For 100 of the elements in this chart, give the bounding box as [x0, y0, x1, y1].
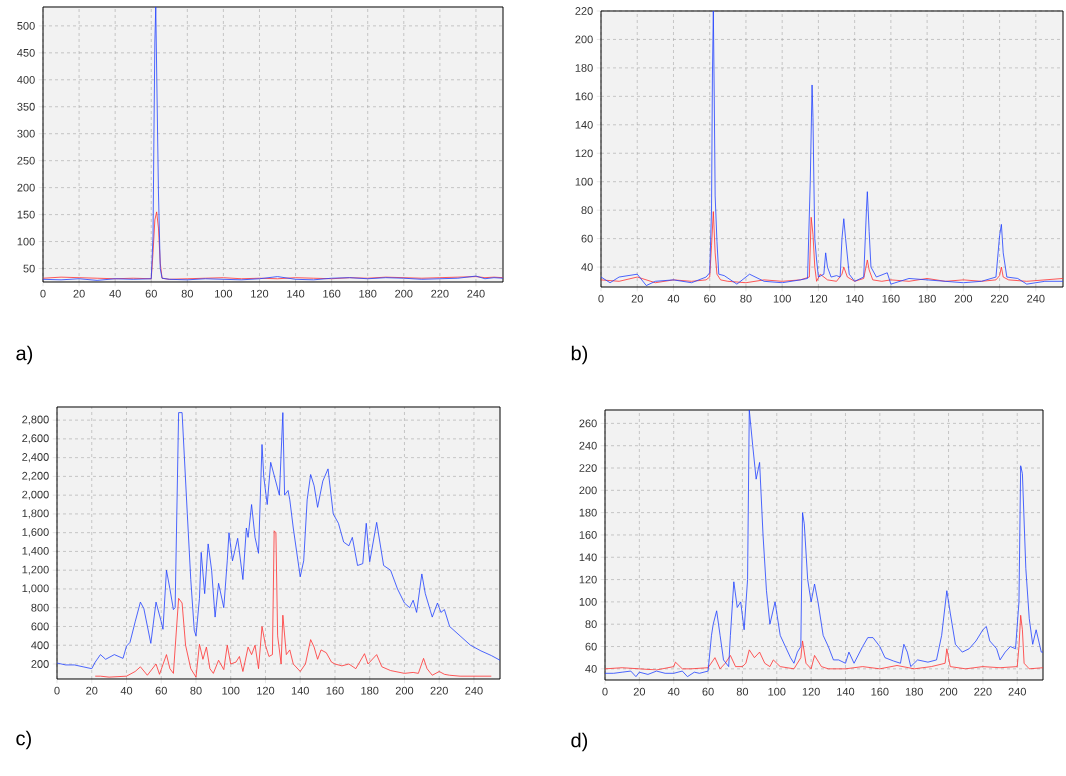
- text: c): [16, 730, 31, 750]
- x-tick-label: 80: [181, 289, 193, 298]
- x-tick-label: 240: [465, 686, 483, 695]
- y-tick-label: 500: [17, 21, 35, 30]
- y-tick-label: 140: [579, 553, 597, 562]
- x-tick-label: 140: [287, 289, 305, 298]
- x-tick-label: 40: [667, 294, 680, 303]
- x-tick-label: 200: [939, 687, 958, 696]
- x-tick-label: 60: [702, 687, 714, 696]
- y-tick-label: 140: [575, 120, 593, 129]
- y-tick-label: 2,400: [22, 453, 49, 463]
- x-tick-label: 100: [773, 294, 791, 303]
- y-tick-label: 220: [575, 7, 593, 15]
- x-tick-label: 140: [291, 686, 309, 695]
- y-tick-label: 1,000: [22, 584, 49, 594]
- y-tick-label: 1,200: [22, 565, 49, 575]
- x-tick-label: 40: [120, 686, 133, 695]
- line-series: [57, 412, 500, 670]
- x-tick-label: 0: [40, 289, 46, 298]
- x-tick-label: 140: [846, 294, 864, 303]
- x-tick-label: 100: [768, 687, 786, 696]
- x-tick-label: 180: [359, 289, 377, 298]
- y-tick-label: 600: [31, 622, 49, 631]
- x-tick-label: 180: [361, 686, 379, 695]
- x-tick-label: 220: [430, 686, 448, 695]
- x-tick-label: 20: [631, 294, 643, 303]
- y-tick-label: 1,600: [22, 528, 49, 538]
- y-tick-label: 80: [581, 206, 593, 215]
- y-tick-label: 200: [31, 660, 49, 668]
- y-tick-label: 400: [31, 641, 49, 650]
- x-tick-label: 100: [215, 289, 233, 298]
- x-tick-label: 140: [837, 687, 855, 696]
- x-tick-label: 160: [882, 294, 900, 303]
- text: a): [16, 345, 33, 365]
- x-tick-label: 200: [395, 686, 414, 695]
- y-tick-label: 300: [17, 129, 35, 138]
- y-tick-label: 2,200: [22, 471, 49, 481]
- x-tick-label: 160: [326, 686, 344, 695]
- x-tick-label: 120: [257, 686, 275, 695]
- y-tick-label: 80: [585, 620, 597, 629]
- y-tick-label: 240: [579, 441, 597, 450]
- x-tick-label: 0: [54, 686, 60, 695]
- x-tick-label: 120: [802, 687, 820, 696]
- x-tick-label: 180: [918, 294, 936, 303]
- x-tick-label: 220: [431, 289, 449, 298]
- x-tick-label: 240: [1027, 294, 1045, 303]
- y-tick-label: 1,400: [22, 546, 49, 556]
- line-series: [43, 7, 504, 281]
- x-tick-label: 120: [251, 289, 269, 298]
- x-tick-label: 220: [974, 687, 992, 696]
- y-tick-label: 2,000: [22, 490, 49, 500]
- x-tick-label: 20: [73, 289, 85, 298]
- y-tick-label: 180: [575, 64, 593, 72]
- y-tick-label: 160: [575, 92, 593, 101]
- y-tick-label: 220: [579, 464, 597, 472]
- y-tick-label: 350: [17, 102, 35, 111]
- y-tick-label: 100: [575, 177, 593, 186]
- x-tick-label: 40: [109, 289, 121, 298]
- y-tick-label: 200: [575, 35, 593, 44]
- y-tick-label: 100: [17, 237, 35, 246]
- x-tick-label: 60: [704, 294, 716, 303]
- x-tick-label: 240: [1008, 687, 1026, 696]
- x-tick-label: 60: [145, 289, 157, 298]
- y-tick-label: 60: [585, 642, 597, 651]
- x-tick-label: 200: [395, 289, 413, 298]
- y-tick-label: 50: [23, 264, 35, 273]
- y-tick-label: 200: [17, 183, 35, 192]
- x-tick-label: 0: [602, 687, 608, 696]
- x-tick-label: 160: [871, 687, 889, 696]
- y-tick-label: 120: [579, 575, 597, 584]
- x-tick-label: 20: [633, 687, 646, 696]
- x-tick-label: 80: [190, 686, 202, 695]
- x-tick-label: 120: [810, 294, 828, 303]
- y-tick-label: 2,600: [22, 434, 49, 444]
- y-tick-label: 260: [579, 419, 597, 428]
- y-tick-label: 1,800: [22, 509, 49, 519]
- x-tick-label: 80: [740, 294, 752, 303]
- x-tick-label: 220: [990, 294, 1009, 303]
- x-tick-label: 20: [86, 686, 98, 695]
- text: b): [571, 345, 588, 365]
- y-tick-label: 40: [581, 263, 593, 271]
- x-tick-label: 100: [222, 686, 240, 695]
- x-tick-label: 180: [905, 687, 923, 696]
- x-tick-label: 0: [598, 294, 604, 303]
- line-series: [605, 410, 1043, 678]
- y-tick-label: 400: [17, 75, 35, 84]
- y-tick-label: 180: [579, 508, 597, 517]
- text: d): [571, 732, 588, 752]
- y-tick-label: 450: [17, 48, 35, 57]
- x-tick-label: 160: [323, 289, 341, 298]
- x-tick-label: 60: [155, 686, 167, 695]
- y-tick-label: 100: [579, 598, 597, 606]
- y-tick-label: 40: [585, 664, 597, 673]
- y-tick-label: 800: [31, 603, 49, 612]
- x-tick-label: 200: [954, 294, 973, 303]
- y-tick-label: 250: [17, 156, 35, 165]
- y-tick-label: 2,800: [22, 415, 49, 425]
- x-tick-label: 80: [736, 687, 749, 696]
- x-tick-label: 40: [667, 687, 680, 696]
- y-tick-label: 160: [579, 531, 597, 539]
